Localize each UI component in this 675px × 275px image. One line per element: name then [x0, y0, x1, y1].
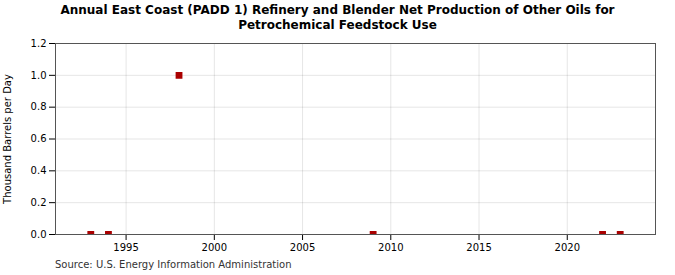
svg-text:0.0: 0.0	[31, 229, 47, 240]
svg-text:2015: 2015	[466, 242, 491, 253]
svg-text:2020: 2020	[555, 242, 580, 253]
svg-text:2010: 2010	[378, 242, 403, 253]
html-text:Annual East Coast (PADD 1) Ref: Annual East Coast (PADD 1) Refinery and …	[60, 3, 615, 32]
svg-text:1.0: 1.0	[31, 70, 47, 81]
svg-text:0.4: 0.4	[31, 165, 47, 176]
svg-text:2000: 2000	[202, 242, 227, 253]
svg-text:0.6: 0.6	[31, 133, 47, 144]
svg-text:1.2: 1.2	[31, 38, 47, 49]
svg-text:Thousand Barrels per Day: Thousand Barrels per Day	[2, 74, 13, 205]
svg-text:0.8: 0.8	[31, 101, 47, 112]
svg-text:2005: 2005	[290, 242, 315, 253]
svg-text:0.2: 0.2	[31, 197, 47, 208]
html-text:Source: U.S. Energy Informatio: Source: U.S. Energy Information Administ…	[55, 259, 292, 270]
svg-text:1995: 1995	[113, 242, 138, 253]
